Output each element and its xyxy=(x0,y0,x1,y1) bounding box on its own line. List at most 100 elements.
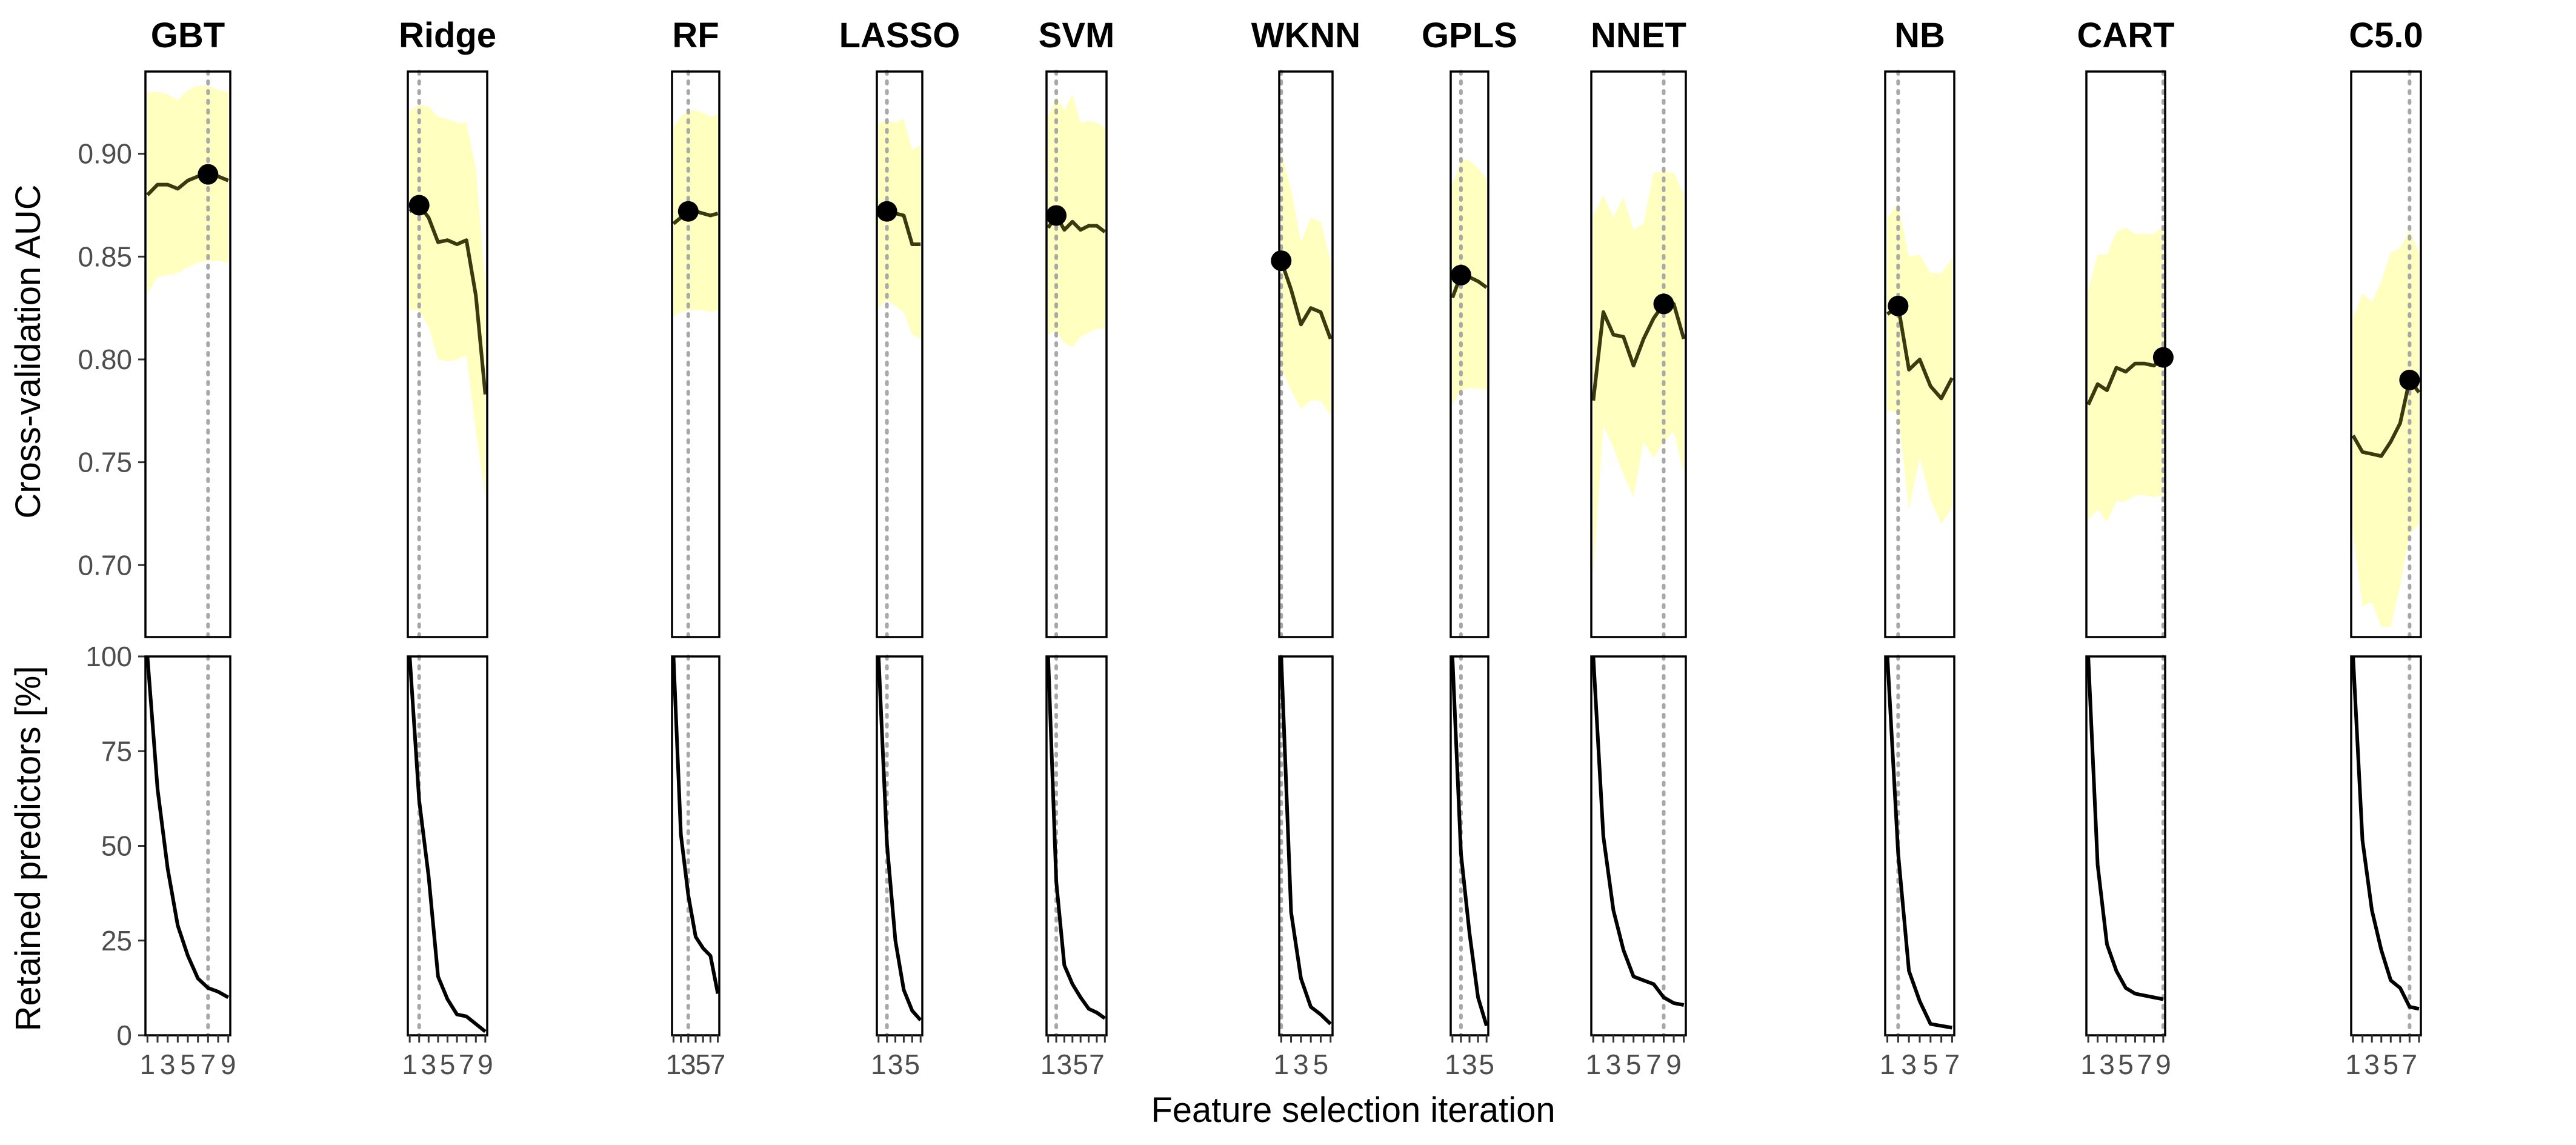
facet-title: GBT xyxy=(151,16,225,55)
x-tick-label: 3 xyxy=(1901,1049,1917,1080)
x-tick-label: 7 xyxy=(710,1049,726,1080)
x-tick-label: 5 xyxy=(2118,1049,2134,1080)
bottom-panel-frame xyxy=(1045,655,1108,1037)
bottom-panel-frame xyxy=(1590,655,1687,1037)
bottom-y-tick-label: 25 xyxy=(101,925,132,956)
x-tick-label: 5 xyxy=(695,1049,711,1080)
top-y-tick-label: 0.80 xyxy=(78,344,132,375)
auc-confidence-ribbon xyxy=(878,119,921,339)
top-panel-frame xyxy=(144,70,231,638)
x-tick-label: 1 xyxy=(871,1049,887,1080)
x-tick-label: 5 xyxy=(2383,1049,2398,1080)
x-tick-label: 7 xyxy=(201,1049,216,1080)
auc-confidence-ribbon xyxy=(1048,94,1105,347)
facet-title: LASSO xyxy=(839,16,960,55)
top-y-tick-label: 0.75 xyxy=(78,447,132,478)
retained-predictors-line xyxy=(1046,656,1107,1020)
x-tick-label: 1 xyxy=(140,1049,156,1080)
x-tick-label: 7 xyxy=(1089,1049,1105,1080)
top-panel-frame xyxy=(876,70,924,638)
facet-cart: CART 1 3 5 7 9 xyxy=(2077,16,2174,1080)
facet-ridge: Ridge 1 3 5 7 9 xyxy=(399,16,496,1080)
bottom-y-tick-label: 100 xyxy=(85,641,132,672)
best-auc-point xyxy=(1888,295,1909,316)
x-tick-label: 5 xyxy=(180,1049,196,1080)
best-auc-point xyxy=(198,164,219,185)
best-auc-point xyxy=(1450,264,1471,285)
x-tick-label: 9 xyxy=(2155,1049,2171,1080)
top-y-tick-label: 0.70 xyxy=(78,549,132,581)
x-tick-label: 7 xyxy=(2402,1049,2418,1080)
facet-lasso: LASSO 1 3 5 xyxy=(839,16,960,1080)
auc-confidence-ribbon xyxy=(2353,230,2419,627)
x-tick-label: 5 xyxy=(1313,1049,1329,1080)
facet-title: WKNN xyxy=(1251,16,1360,55)
bottom-y-tick-label: 0 xyxy=(116,1020,132,1051)
x-tick-label: 3 xyxy=(421,1049,437,1080)
x-tick-label: 3 xyxy=(160,1049,176,1080)
bottom-panel-frame xyxy=(876,655,924,1037)
x-tick-label: 7 xyxy=(1945,1049,1960,1080)
best-auc-point xyxy=(2399,369,2420,390)
facet-title: NNET xyxy=(1591,16,1686,55)
retained-predictors-line xyxy=(2086,656,2164,1001)
x-tick-label: 3 xyxy=(888,1049,904,1080)
facet-title: CART xyxy=(2077,16,2174,55)
x-tick-label: 1 xyxy=(402,1049,418,1080)
retained-predictors-line xyxy=(408,656,487,1033)
x-tick-label: 1 xyxy=(1880,1049,1895,1080)
top-y-tick-label: 0.90 xyxy=(78,138,132,170)
retained-predictors-line xyxy=(1450,656,1489,1027)
x-tick-label: 1 xyxy=(1040,1049,1056,1080)
facet-svm: SVM 1 3 5 7 xyxy=(1039,16,1115,1080)
facet-gpls: GPLS 1 3 5 xyxy=(1422,16,1517,1080)
facet-title: SVM xyxy=(1039,16,1115,55)
retained-predictors-line xyxy=(1885,656,1952,1030)
bottom-panel-frame xyxy=(144,655,231,1037)
left-y-axes: 0.70 0.75 0.80 0.85 0.90 0 25 50 75 100 xyxy=(78,138,145,1051)
top-panel-frame xyxy=(2350,70,2422,638)
x-tick-label: 5 xyxy=(440,1049,456,1080)
auc-confidence-ribbon xyxy=(1593,172,1684,576)
auc-confidence-ribbon xyxy=(1281,152,1331,415)
facet-c50: C5.0 1 3 5 7 xyxy=(2345,16,2423,1080)
best-auc-point xyxy=(876,201,897,222)
top-y-axis-title: Cross-validation AUC xyxy=(8,184,48,518)
x-tick-label: 3 xyxy=(1293,1049,1309,1080)
best-auc-point xyxy=(2152,347,2174,368)
auc-confidence-ribbon xyxy=(2088,225,2163,522)
x-tick-label: 7 xyxy=(2137,1049,2152,1080)
top-y-tick-label: 0.85 xyxy=(78,241,132,272)
x-tick-label: 1 xyxy=(2345,1049,2361,1080)
facet-gbt: GBT 1 3 5 7 9 xyxy=(140,16,236,1080)
best-auc-point xyxy=(677,201,699,222)
bottom-y-tick-label: 50 xyxy=(101,830,132,862)
x-tick-label: 9 xyxy=(1666,1049,1682,1080)
x-tick-label: 3 xyxy=(2364,1049,2380,1080)
best-auc-point xyxy=(1046,205,1067,226)
x-tick-label: 3 xyxy=(1606,1049,1622,1080)
facet-title: GPLS xyxy=(1422,16,1517,55)
x-tick-label: 5 xyxy=(1626,1049,1642,1080)
top-panel-frame xyxy=(1884,70,1955,638)
facet-wknn: WKNN 1 3 5 xyxy=(1251,16,1360,1080)
top-panel-frame xyxy=(1278,70,1334,638)
x-tick-label: 1 xyxy=(666,1049,682,1080)
x-axis-title: Feature selection iteration xyxy=(1151,1090,1555,1130)
auc-confidence-ribbon xyxy=(147,85,228,294)
auc-confidence-ribbon xyxy=(410,104,485,498)
retained-predictors-line xyxy=(1279,656,1332,1026)
facet-nnet: NNET 1 3 5 7 9 xyxy=(1586,16,1687,1080)
x-tick-label: 3 xyxy=(1057,1049,1073,1080)
x-tick-label: 9 xyxy=(221,1049,236,1080)
x-tick-label: 5 xyxy=(1073,1049,1088,1080)
best-auc-point xyxy=(1653,293,1674,315)
bottom-panel-frame xyxy=(2350,655,2422,1037)
bottom-y-tick-label: 75 xyxy=(101,735,132,767)
retained-predictors-line xyxy=(1591,656,1685,1007)
x-tick-label: 1 xyxy=(1586,1049,1602,1080)
x-tick-label: 3 xyxy=(1462,1049,1477,1080)
facet-title: Ridge xyxy=(399,16,496,55)
